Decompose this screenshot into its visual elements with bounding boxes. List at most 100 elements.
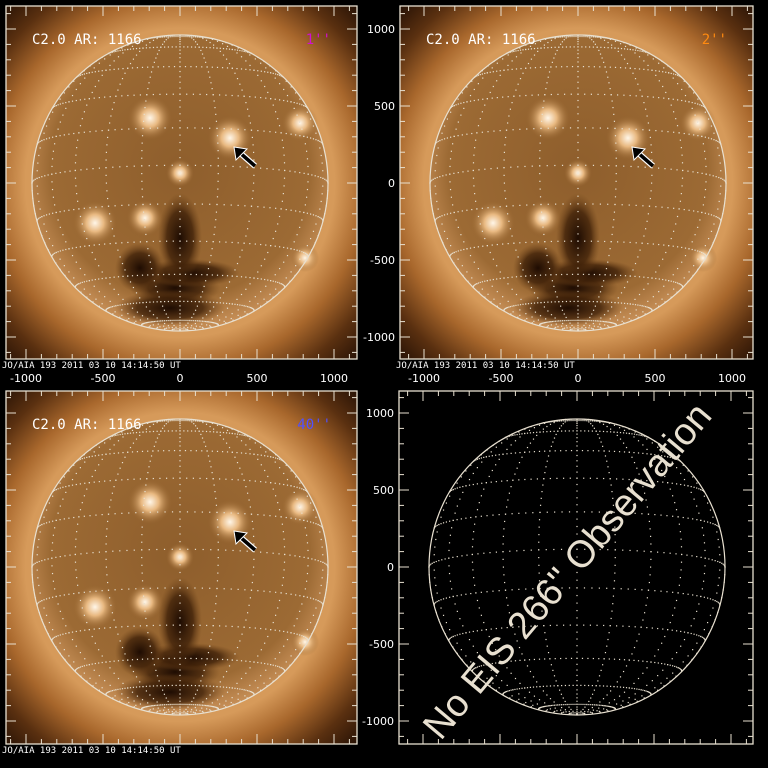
grid-dot <box>190 327 192 329</box>
grid-dot <box>107 129 110 131</box>
grid-dot <box>111 228 113 230</box>
grid-dot <box>275 207 277 209</box>
grid-dot <box>200 680 202 682</box>
grid-dot <box>135 204 137 206</box>
grid-dot <box>610 301 613 303</box>
grid-dot <box>531 322 533 324</box>
grid-dot <box>618 451 621 453</box>
grid-dot <box>592 320 595 322</box>
grid-dot <box>305 253 308 255</box>
grid-dot <box>546 326 548 328</box>
grid-dot <box>57 128 59 130</box>
grid-dot <box>495 627 497 630</box>
grid-dot <box>43 607 45 609</box>
grid-dot <box>577 203 579 205</box>
grid-dot <box>194 300 196 303</box>
grid-dot <box>445 521 448 523</box>
grid-dot <box>194 693 197 695</box>
grid-dot <box>519 314 521 316</box>
grid-dot <box>561 320 564 322</box>
grid-dot <box>581 449 584 452</box>
grid-dot <box>599 66 601 68</box>
grid-dot <box>196 36 198 38</box>
grid-dot <box>634 49 637 51</box>
grid-dot <box>250 513 253 515</box>
grid-dot <box>515 50 517 52</box>
grid-dot <box>309 502 312 504</box>
grid-dot <box>55 595 57 598</box>
grid-dot <box>79 509 82 511</box>
grid-dot <box>476 132 478 134</box>
grid-dot <box>662 481 664 483</box>
grid-dot <box>272 280 274 282</box>
grid-dot <box>51 572 54 575</box>
grid-dot <box>84 245 86 247</box>
grid-dot <box>317 139 319 142</box>
grid-dot <box>550 93 552 96</box>
grid-dot <box>475 200 477 202</box>
grid-dot <box>215 497 217 499</box>
grid-dot <box>236 49 239 51</box>
grid-dot <box>77 283 79 285</box>
grid-dot <box>210 705 212 707</box>
grid-dot <box>628 478 630 481</box>
grid-dot <box>456 634 458 636</box>
grid-dot <box>253 174 255 176</box>
grid-dot <box>89 515 91 517</box>
grid-dot <box>253 277 255 279</box>
grid-dot <box>115 626 117 628</box>
grid-dot <box>196 305 198 307</box>
grid-dot <box>195 66 197 68</box>
grid-dot <box>592 203 594 205</box>
grid-dot <box>54 252 56 254</box>
grid-dot <box>194 322 196 325</box>
grid-dot <box>591 420 594 422</box>
grid-dot <box>280 132 282 134</box>
grid-dot <box>320 538 322 541</box>
grid-dot <box>206 274 208 276</box>
grid-dot <box>173 657 176 659</box>
grid-dot <box>68 593 70 595</box>
grid-dot <box>616 625 618 627</box>
grid-dot <box>674 665 676 668</box>
grid-dot <box>609 685 612 687</box>
grid-dot <box>275 495 277 497</box>
grid-dot <box>495 662 497 664</box>
grid-dot <box>560 450 562 452</box>
grid-dot <box>539 188 541 190</box>
grid-dot <box>484 280 486 282</box>
grid-dot <box>202 37 204 40</box>
grid-dot <box>165 36 167 38</box>
grid-dot <box>457 171 459 174</box>
grid-dot <box>278 125 281 127</box>
grid-dot <box>587 319 589 322</box>
grid-dot <box>635 309 637 311</box>
grid-dot <box>539 135 542 137</box>
grid-dot <box>237 204 239 206</box>
grid-dot <box>577 324 579 326</box>
grid-dot <box>205 430 208 433</box>
grid-dot <box>164 587 166 589</box>
grid-dot <box>260 481 262 483</box>
grid-dot <box>456 595 458 597</box>
grid-dot <box>142 47 144 49</box>
x-tick-label: 1000 <box>718 372 746 385</box>
grid-dot <box>265 481 267 483</box>
grid-dot <box>431 562 433 564</box>
grid-dot <box>179 427 181 429</box>
grid-dot <box>533 54 536 56</box>
grid-dot <box>596 36 598 38</box>
grid-dot <box>179 240 181 242</box>
grid-dot <box>513 242 515 244</box>
grid-dot <box>272 296 274 298</box>
grid-dot <box>194 430 196 432</box>
grid-dot <box>512 205 514 207</box>
grid-dot <box>236 433 239 435</box>
grid-dot <box>89 207 91 209</box>
grid-dot <box>546 165 548 167</box>
grid-dot <box>257 590 259 592</box>
grid-dot <box>314 175 316 177</box>
active-region <box>128 96 172 140</box>
arrow-icon <box>631 146 655 169</box>
grid-dot <box>252 566 255 568</box>
